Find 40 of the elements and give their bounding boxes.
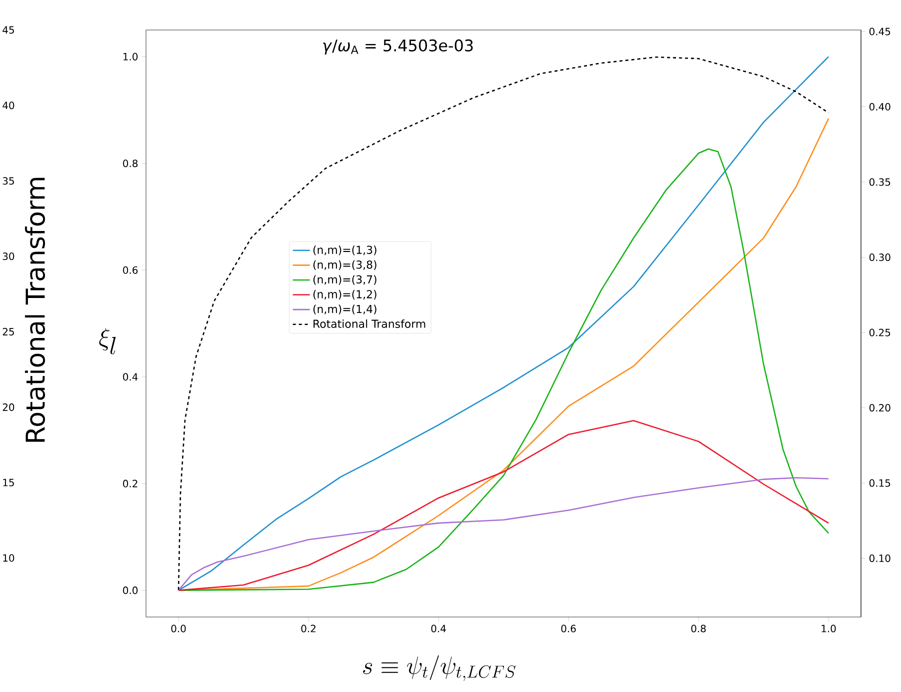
y2-tick-label: 0.15 [869, 479, 890, 487]
text: 20 [2, 403, 14, 411]
y2-tick-label: 0.35 [869, 178, 890, 186]
y-tick-label: 0.8 [123, 160, 138, 168]
x-tick-label: 1.0 [822, 624, 836, 632]
x-tick-label: 0.0 [171, 624, 186, 632]
y-tick-label: 0.4 [123, 373, 138, 381]
text: 10 [3, 554, 14, 562]
legend-label: (n,m)=(1,3) [313, 246, 376, 256]
y-axis-title: $\xi_l$ [99, 328, 116, 354]
legend-label: (n,m)=(1,2) [313, 290, 376, 300]
x-tick-label: 0.2 [301, 624, 316, 632]
y2-tick-label: 0.30 [869, 253, 890, 262]
y-tick-label: 0.0 [123, 586, 138, 594]
legend-label: (n,m)=(1,4) [313, 304, 376, 314]
x-axis-title: $s \equiv \psi_t/\psi_{t,LCFS}$ [363, 655, 516, 681]
text: 30 [2, 252, 14, 260]
legend-label: (n,m)=(3,7) [313, 275, 376, 285]
y2-tick-label: 0.45 [869, 28, 890, 36]
text: 45 [2, 26, 14, 34]
y2-tick-label: 0.20 [869, 404, 890, 412]
x-tick-label: 0.8 [691, 624, 706, 632]
text: 15 [3, 478, 14, 486]
x-tick-label: 0.6 [561, 624, 576, 632]
y-tick-label: 0.2 [123, 480, 138, 488]
text: 35 [2, 177, 14, 185]
y-tick-label: 1.0 [123, 52, 138, 60]
y2-tick-label: 0.10 [869, 554, 890, 562]
x-tick-label: 0.4 [431, 624, 446, 632]
text: 25 [2, 328, 14, 336]
line-series [178, 420, 830, 591]
y2-tick-label: 0.40 [869, 102, 890, 111]
legend-label: (n,m)=(3,8) [313, 260, 376, 270]
legend-label: Rotational Transform [314, 319, 426, 328]
annotation: γ/ω$_{A}$ = 5.4503e-03 [323, 39, 473, 55]
y2-tick-label: 0.25 [869, 328, 890, 336]
y-tick-label: 0.6 [123, 266, 138, 274]
text: 40 [2, 102, 14, 110]
text: Rotational Transform [24, 178, 46, 442]
line-series [178, 477, 830, 591]
